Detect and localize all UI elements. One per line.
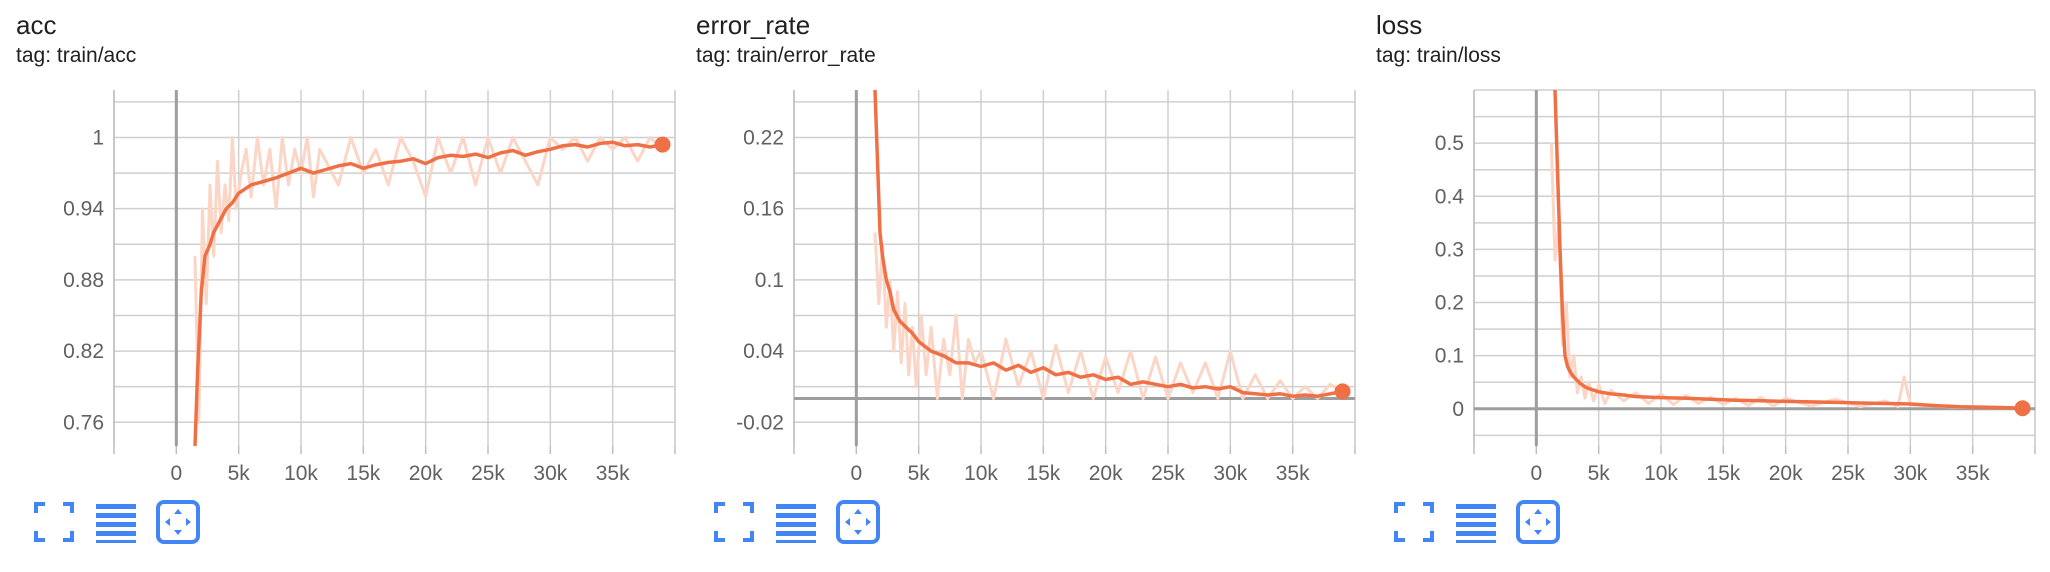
y-tick-label: 0.82 <box>63 340 104 363</box>
y-tick-label: 0.88 <box>63 269 104 292</box>
x-tick-label: 30k <box>1213 462 1247 480</box>
x-tick-label: 15k <box>1706 462 1740 480</box>
last-point-marker <box>2014 400 2031 417</box>
fit-domain-icon[interactable] <box>156 500 200 544</box>
last-point-marker <box>654 136 671 153</box>
raw-series-line <box>193 136 664 424</box>
list-icon[interactable] <box>1454 500 1498 544</box>
y-tick-label: -0.02 <box>736 411 784 434</box>
x-tick-label: 35k <box>1956 462 1990 480</box>
smoothed-series-line <box>1553 90 2023 411</box>
chart-title: acc <box>16 10 57 40</box>
chart-tag: tag: train/loss <box>1376 44 1501 67</box>
chart-panel-loss: loss tag: train/loss 0 5k 10k 15k 20k 25k 30k 3… <box>1360 0 2040 572</box>
y-tick-label: 0 <box>1452 398 1464 421</box>
x-tick-label: 10k <box>1644 462 1678 480</box>
y-tick-label: 0.2 <box>1435 292 1464 315</box>
chart-tag: tag: train/acc <box>16 44 137 67</box>
last-point-marker <box>1334 383 1351 400</box>
fullscreen-icon[interactable] <box>712 500 756 544</box>
x-tick-label: 20k <box>409 462 443 480</box>
x-tick-label: 0 <box>1530 462 1542 480</box>
chart-panel-acc: acc tag: train/acc 0 5k 10k 15k 20k 25k 30k 35k… <box>0 0 680 572</box>
x-tick-label: 30k <box>533 462 567 480</box>
chart-svg-acc: 0 5k 10k 15k 20k 25k 30k 35k 0.76 0.82 0.88 0.94 1 <box>63 90 676 480</box>
y-tick-label: 0.1 <box>1435 345 1464 368</box>
list-icon[interactable] <box>774 500 818 544</box>
y-tick-label: 0.22 <box>743 126 784 149</box>
chart-title: error_rate <box>696 10 811 40</box>
chart-tag: tag: train/error_rate <box>696 44 876 67</box>
fullscreen-icon[interactable] <box>1392 500 1436 544</box>
fullscreen-icon[interactable] <box>32 500 76 544</box>
smoothed-series-line <box>193 140 663 446</box>
y-tick-label: 1 <box>92 126 104 149</box>
x-tick-label: 25k <box>1151 462 1185 480</box>
x-tick-label: 5k <box>1588 462 1611 480</box>
y-tick-label: 0.5 <box>1435 132 1464 155</box>
x-tick-label: 10k <box>964 462 998 480</box>
y-tick-label: 0.04 <box>743 340 784 363</box>
fit-domain-icon[interactable] <box>1516 500 1560 544</box>
smoothed-series-line <box>873 90 1343 398</box>
x-tick-label: 20k <box>1769 462 1803 480</box>
y-tick-label: 0.4 <box>1435 185 1465 208</box>
x-tick-label: 10k <box>284 462 318 480</box>
chart-svg-error-rate: 0 5k 10k 15k 20k 25k 30k 35k -0.02 0.04 0.1 0.16 0.2… <box>736 90 1356 480</box>
x-tick-label: 5k <box>228 462 251 480</box>
y-tick-label: 0.1 <box>755 269 784 292</box>
y-tick-label: 0.3 <box>1435 238 1464 261</box>
x-tick-label: 35k <box>1276 462 1310 480</box>
y-tick-label: 0.16 <box>743 198 784 221</box>
fit-domain-icon[interactable] <box>836 500 880 544</box>
y-tick-label: 0.76 <box>63 411 104 434</box>
x-tick-label: 30k <box>1893 462 1927 480</box>
chart-panel-error-rate: error_rate tag: train/error_rate 0 5k 10k 1… <box>680 0 1360 572</box>
chart-svg-loss: 0 5k 10k 15k 20k 25k 30k 35k 0 0.1 0.2 0.3 0.4 0.5 <box>1435 89 2036 480</box>
x-tick-label: 15k <box>1026 462 1060 480</box>
chart-title: loss <box>1376 10 1423 40</box>
x-tick-label: 0 <box>850 462 862 480</box>
y-tick-label: 0.94 <box>63 198 104 221</box>
x-tick-label: 0 <box>170 462 182 480</box>
x-tick-label: 5k <box>908 462 931 480</box>
list-icon[interactable] <box>94 500 138 544</box>
x-tick-label: 20k <box>1089 462 1123 480</box>
x-tick-label: 25k <box>471 462 505 480</box>
x-tick-label: 25k <box>1831 462 1865 480</box>
x-tick-label: 15k <box>346 462 380 480</box>
x-tick-label: 35k <box>596 462 630 480</box>
